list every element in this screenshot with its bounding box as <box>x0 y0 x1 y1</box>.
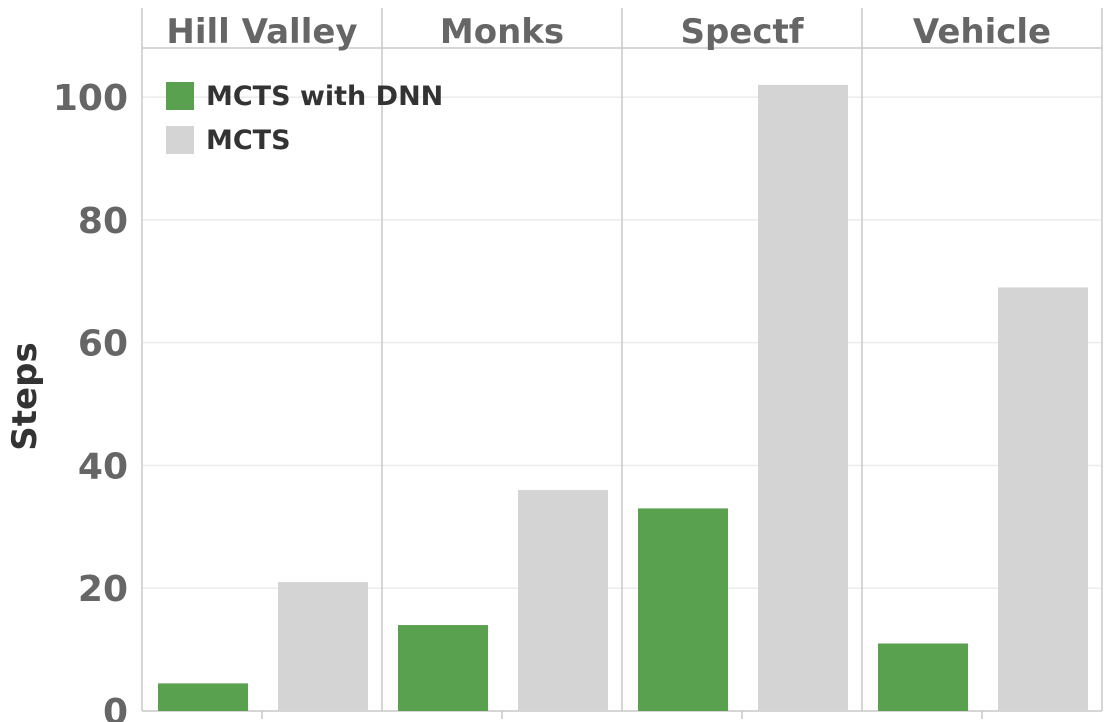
y-tick-label-80: 80 <box>78 201 128 242</box>
bar-mcts-with-dnn-spectf <box>638 508 728 711</box>
y-tick-label-60: 60 <box>78 324 128 365</box>
category-label-vehicle: Vehicle <box>913 12 1051 52</box>
y-tick-label-20: 20 <box>78 569 128 610</box>
legend-label-mcts: MCTS <box>206 124 291 156</box>
category-label-spectf: Spectf <box>680 12 804 52</box>
bar-mcts-hill-valley <box>278 582 368 711</box>
bar-mcts-spectf <box>758 84 848 712</box>
bar-mcts-with-dnn-hill-valley <box>158 683 248 711</box>
bar-mcts-with-dnn-vehicle <box>878 643 968 711</box>
legend: MCTS with DNN MCTS <box>166 74 443 162</box>
y-axis-label: Steps <box>5 342 45 450</box>
bar-mcts-monks <box>518 490 608 711</box>
bar-mcts-with-dnn-monks <box>398 625 488 711</box>
legend-swatch-mcts <box>166 126 194 154</box>
legend-label-mcts-with-dnn: MCTS with DNN <box>206 80 444 112</box>
y-tick-label-100: 100 <box>53 78 128 119</box>
category-label-monks: Monks <box>440 12 564 52</box>
legend-swatch-mcts-with-dnn <box>166 82 194 110</box>
legend-item-mcts: MCTS <box>166 118 443 162</box>
category-label-hill-valley: Hill Valley <box>166 12 357 52</box>
legend-item-mcts-with-dnn: MCTS with DNN <box>166 74 443 118</box>
y-tick-label-0: 0 <box>103 692 128 722</box>
y-tick-label-40: 40 <box>78 446 128 487</box>
bar-mcts-vehicle <box>998 287 1088 711</box>
